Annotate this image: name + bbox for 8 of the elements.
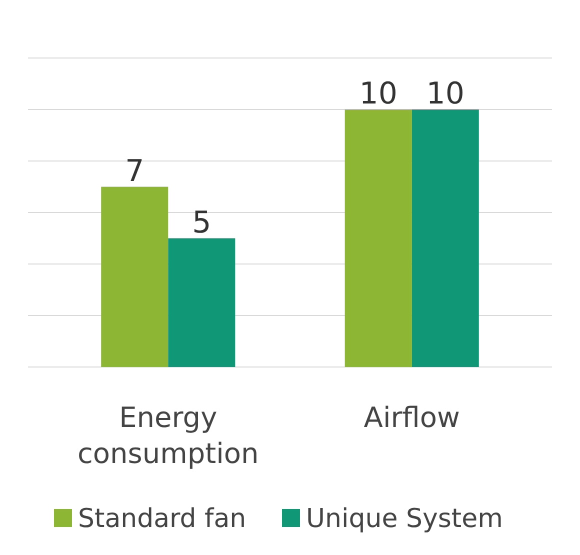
data-label: 10 bbox=[426, 76, 464, 112]
data-label: 10 bbox=[359, 76, 398, 112]
data-label: 7 bbox=[125, 154, 144, 189]
legend-label: Standard fan bbox=[78, 504, 246, 534]
legend-label: Unique System bbox=[306, 504, 503, 534]
data-label: 5 bbox=[192, 205, 212, 240]
x-tick-label: Energy consumption bbox=[77, 401, 259, 470]
x-tick-label: Airflow bbox=[364, 401, 460, 434]
